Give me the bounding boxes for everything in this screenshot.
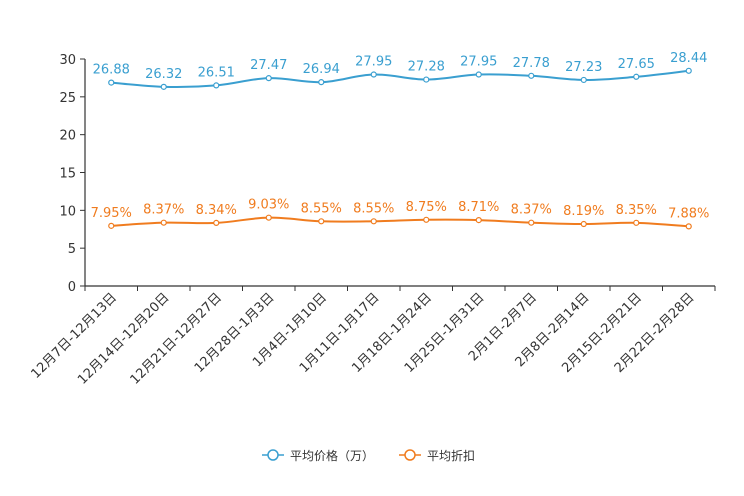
data-point[interactable] (475, 216, 482, 224)
y-tick-label: 10 (59, 204, 76, 219)
legend-item-avg-price[interactable]: 平均价格（万） (262, 448, 374, 463)
data-label: 8.37% (511, 203, 552, 218)
data-point[interactable] (160, 83, 167, 90)
data-label: 26.94 (303, 62, 340, 77)
data-point[interactable] (213, 82, 220, 89)
data-point[interactable] (108, 222, 115, 229)
legend-label: 平均价格（万） (290, 448, 374, 463)
y-tick-label: 0 (68, 280, 76, 295)
data-point[interactable] (423, 76, 430, 83)
legend-marker-icon (404, 449, 416, 461)
y-tick-label: 30 (59, 53, 76, 68)
data-label: 8.37% (143, 203, 184, 218)
data-label: 27.23 (565, 60, 602, 75)
data-label: 28.44 (670, 51, 707, 66)
data-label: 9.03% (248, 198, 289, 213)
data-point[interactable] (580, 76, 587, 84)
data-point[interactable] (265, 214, 272, 221)
data-point[interactable] (633, 219, 640, 226)
data-point[interactable] (160, 219, 167, 226)
data-label: 27.28 (408, 60, 445, 75)
data-point[interactable] (213, 219, 220, 226)
series-line (111, 69, 689, 89)
data-point[interactable] (580, 220, 587, 228)
data-label: 8.19% (563, 204, 604, 219)
data-label: 26.32 (145, 67, 182, 82)
legend[interactable]: 平均价格（万） 平均折扣 (262, 448, 475, 463)
data-label: 26.51 (198, 65, 235, 80)
legend-label: 平均折扣 (427, 448, 475, 463)
series-line (111, 216, 689, 228)
data-point[interactable] (685, 223, 692, 230)
data-point[interactable] (108, 79, 115, 86)
data-label: 27.95 (460, 55, 497, 70)
series-avg-price: 26.88 26.32 26.51 27.47 26.94 27.95 27.28 27.95… (93, 51, 707, 90)
data-label: 8.34% (196, 203, 237, 218)
data-point[interactable] (475, 71, 482, 78)
data-point[interactable] (318, 218, 325, 225)
x-tick-label: 12月14日-12月20日 (75, 290, 172, 387)
data-label: 7.95% (91, 206, 132, 221)
x-tick-label: 12月7日-12月13日 (28, 290, 120, 382)
data-label: 26.88 (93, 63, 130, 78)
data-point[interactable] (370, 218, 377, 225)
data-point[interactable] (318, 79, 325, 86)
data-label: 8.75% (406, 200, 447, 215)
data-label: 7.88% (668, 206, 709, 221)
data-label: 8.55% (301, 201, 342, 216)
data-point[interactable] (633, 73, 640, 80)
x-tick-label: 12月21日-12月27日 (128, 290, 225, 387)
y-tick-label: 20 (59, 129, 76, 144)
data-label: 27.95 (355, 55, 392, 70)
data-point[interactable] (423, 216, 430, 223)
legend-marker-icon (267, 449, 279, 461)
y-tick-label: 25 (59, 91, 76, 106)
data-label: 27.78 (513, 56, 550, 71)
y-tick-label: 15 (59, 167, 76, 182)
legend-item-avg-discount[interactable]: 平均折扣 (399, 448, 475, 463)
data-point[interactable] (528, 219, 535, 226)
data-label: 8.71% (458, 200, 499, 215)
data-point[interactable] (528, 72, 535, 79)
data-point[interactable] (685, 67, 692, 74)
data-label: 8.55% (353, 201, 394, 216)
series-layer: 26.88 26.32 26.51 27.47 26.94 27.95 27.28 27.95… (91, 51, 709, 230)
data-point[interactable] (265, 75, 272, 82)
data-label: 27.65 (618, 57, 655, 72)
data-label: 8.35% (616, 203, 657, 218)
y-tick-label: 5 (68, 242, 76, 257)
series-avg-discount: 7.95% 8.37% 8.34% 9.03% 8.55% 8.55% 8.75% 8.71%… (91, 198, 709, 230)
data-label: 27.47 (250, 58, 287, 73)
data-point[interactable] (370, 71, 377, 78)
